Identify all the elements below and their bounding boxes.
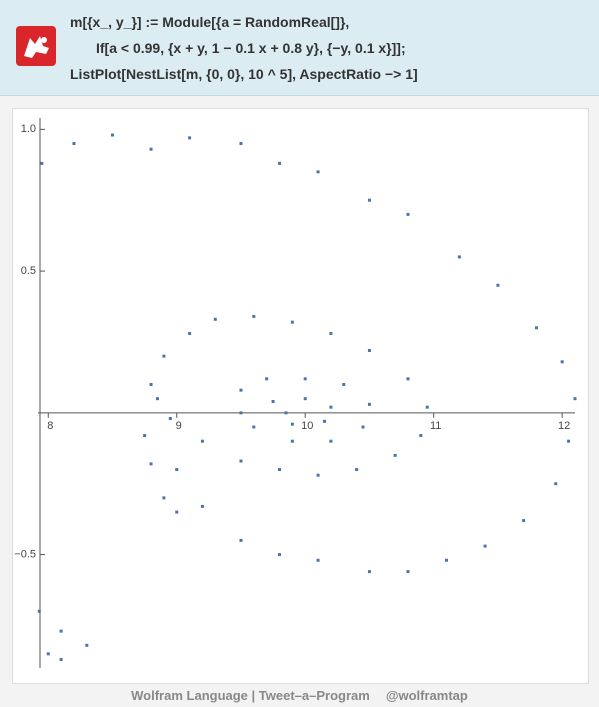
point — [162, 496, 166, 500]
point — [522, 519, 526, 523]
point — [175, 510, 179, 514]
point — [342, 382, 346, 386]
point — [175, 468, 179, 472]
point — [406, 570, 410, 574]
point — [143, 434, 147, 438]
point — [361, 425, 365, 429]
point — [367, 402, 371, 406]
point — [271, 400, 275, 404]
point — [239, 459, 243, 463]
point — [40, 161, 44, 165]
point — [367, 570, 371, 574]
point — [425, 405, 429, 409]
code-line: If[a < 0.99, {x + y, 1 − 0.1 x + 0.8 y},… — [96, 40, 406, 56]
y-tick-label: 0.5 — [21, 265, 36, 277]
footer: Wolfram Language | Tweet–a–Program @wolfr… — [0, 688, 599, 703]
point — [37, 609, 41, 613]
code-line: m[{x_, y_}] := Module[{a = RandomReal[]}… — [70, 14, 350, 30]
footer-handle: @wolframtap — [385, 688, 468, 703]
point — [239, 538, 243, 542]
point — [72, 142, 76, 146]
point — [303, 397, 307, 401]
point — [322, 419, 326, 423]
point — [554, 482, 558, 486]
x-tick-label: 9 — [176, 420, 182, 432]
point — [303, 377, 307, 381]
y-tick-label: −0.5 — [14, 549, 36, 561]
point — [155, 397, 159, 401]
point — [406, 212, 410, 216]
point — [483, 544, 487, 548]
point — [316, 473, 320, 477]
point — [213, 317, 217, 321]
point — [316, 558, 320, 562]
point — [278, 553, 282, 557]
point — [573, 397, 577, 401]
point — [162, 354, 166, 358]
point — [457, 255, 461, 259]
point — [252, 314, 256, 318]
point — [329, 331, 333, 335]
point — [200, 504, 204, 508]
point — [316, 170, 320, 174]
point — [46, 652, 50, 656]
point — [406, 377, 410, 381]
wolfram-icon — [16, 26, 56, 66]
point — [168, 417, 172, 421]
plot-box — [12, 108, 589, 684]
point — [188, 331, 192, 335]
point — [496, 283, 500, 287]
point — [59, 629, 63, 633]
point — [367, 198, 371, 202]
point — [85, 643, 89, 647]
point — [278, 161, 282, 165]
point — [560, 360, 564, 364]
point — [284, 411, 288, 415]
x-tick-label: 8 — [47, 420, 53, 432]
point — [149, 147, 153, 151]
x-tick-label: 10 — [301, 420, 313, 432]
point — [329, 405, 333, 409]
point — [329, 439, 333, 443]
point — [252, 425, 256, 429]
point — [59, 657, 63, 661]
point — [149, 382, 153, 386]
point — [265, 377, 269, 381]
point — [278, 468, 282, 472]
point — [239, 142, 243, 146]
point — [290, 422, 294, 426]
point — [567, 439, 571, 443]
x-tick-label: 11 — [430, 420, 441, 432]
footer-text: Wolfram Language | Tweet–a–Program — [131, 688, 370, 703]
code-line: ListPlot[NestList[m, {0, 0}, 10 ^ 5], As… — [70, 66, 418, 82]
point — [419, 434, 423, 438]
point — [111, 133, 115, 137]
point — [188, 136, 192, 140]
x-tick-label: 12 — [558, 420, 570, 432]
point — [445, 558, 449, 562]
point — [393, 453, 397, 457]
y-tick-label: 1.0 — [21, 123, 36, 135]
point — [200, 439, 204, 443]
point — [355, 468, 359, 472]
point — [367, 348, 371, 352]
point — [239, 388, 243, 392]
point — [534, 326, 538, 330]
point — [290, 439, 294, 443]
point — [149, 462, 153, 466]
header: m[{x_, y_}] := Module[{a = RandomReal[]}… — [0, 0, 599, 96]
point — [239, 411, 243, 415]
point — [290, 320, 294, 324]
